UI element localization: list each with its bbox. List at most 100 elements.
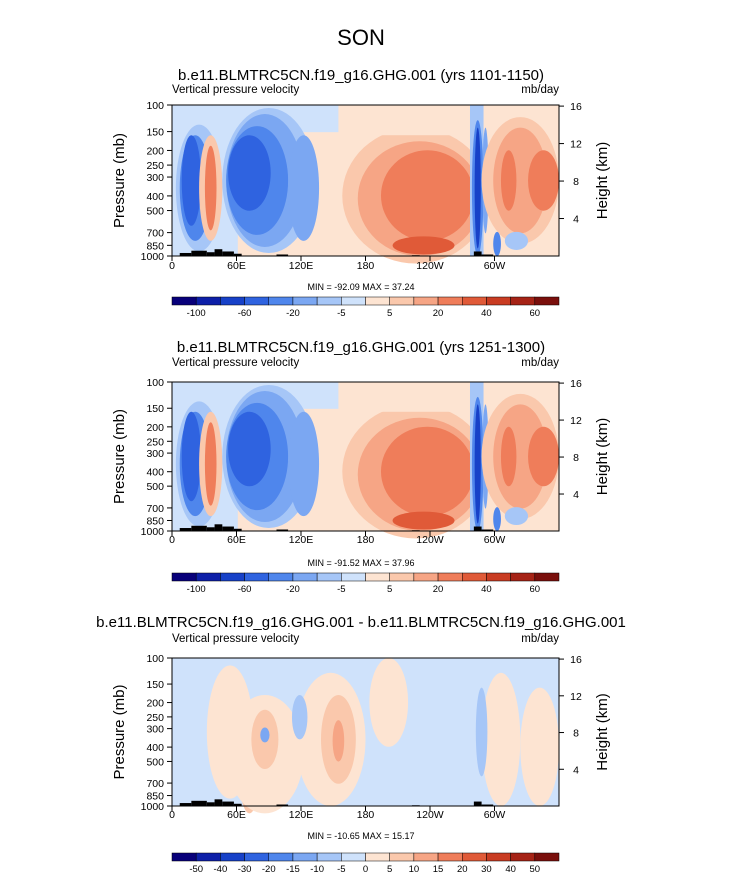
contour-region [493,231,501,256]
topography-bar [276,254,289,256]
height-tick-label: 12 [570,139,582,151]
colorbar-label: 5 [387,584,392,595]
topography-bar [214,799,223,806]
lon-tick-label: 120E [289,534,314,546]
height-tick-label: 12 [570,691,582,703]
pressure-tick-label: 200 [146,698,164,710]
topography-bar [191,250,207,256]
pressure-tick-label: 300 [146,448,164,460]
lon-tick-label: 60E [227,534,246,546]
contour-region [260,727,270,743]
height-tick-label: 8 [573,176,579,188]
pressure-tick-label: 100 [146,653,164,665]
contour-region [520,687,560,806]
colorbar-swatch [244,572,269,582]
colorbar-swatch [292,852,318,862]
colorbar-swatch [171,572,197,582]
colorbar-swatch [413,572,439,582]
colorbar-swatch [316,572,342,582]
panel-title: b.e11.BLMTRC5CN.f19_g16.GHG.001 - b.e11.… [96,614,626,631]
contour-region [528,150,560,211]
contour-region [228,411,271,487]
units-label: mb/day [521,357,559,369]
colorbar-swatch [195,296,221,306]
lon-tick-label: 0 [169,534,175,546]
colorbar-swatch [171,296,197,306]
colorbar-swatch [389,296,415,306]
colorbar-label: 10 [409,864,420,875]
contour-region [475,687,488,777]
pressure-tick-label: 700 [146,503,164,515]
topography-bar [481,804,494,806]
contour-region [181,135,202,226]
lon-tick-label: 60W [484,260,506,272]
colorbar-label: -60 [238,308,252,319]
pressure-tick-label: 200 [146,145,164,157]
contour-region [504,231,529,250]
topography-bar [276,804,289,806]
pressure-tick-label: 400 [146,467,164,479]
colorbar-swatch [510,852,536,862]
lon-tick-label: 120W [416,534,444,546]
colorbar-swatch [316,852,342,862]
lon-tick-label: 120W [416,809,444,821]
topography-bar [233,803,242,806]
contour-region [500,150,517,211]
colorbar-label: -5 [337,308,345,319]
colorbar-swatch [486,852,511,862]
units-label: mb/day [521,84,559,96]
height-tick-label: 16 [570,101,582,113]
height-tick-label: 12 [570,415,582,427]
colorbar-swatch [534,572,560,582]
contour-region [288,135,320,241]
topography-bar [233,253,242,256]
figure-title: SON [337,25,385,50]
y-axis-title: Pressure (mb) [111,684,128,779]
pressure-tick-label: 700 [146,778,164,790]
colorbar-label: -5 [337,584,345,595]
colorbar-swatch [365,296,390,306]
colorbar-label: -50 [189,864,203,875]
min-max-stats: MIN = -10.65 MAX = 15.17 [307,831,414,841]
colorbar-swatch [365,572,390,582]
colorbar-swatch [341,296,366,306]
contour-region [504,507,529,526]
pressure-tick-label: 1000 [141,251,165,263]
topography-bar [276,529,289,531]
contour-region [380,150,474,241]
contour-region [204,422,217,506]
colorbar-label: 5 [387,864,392,875]
colorbar-label: 0 [363,864,368,875]
colorbar-swatch [534,296,560,306]
topography-bar [206,802,215,806]
colorbar-swatch [341,572,366,582]
colorbar-swatch [292,572,318,582]
colorbar-label: 40 [481,584,492,595]
colorbar-swatch [534,852,560,862]
lon-tick-label: 120E [289,260,314,272]
contour-region [291,695,308,740]
pressure-tick-label: 500 [146,206,164,218]
pressure-tick-label: 250 [146,712,164,724]
pressure-tick-label: 400 [146,742,164,754]
lon-tick-label: 120W [416,260,444,272]
pressure-tick-label: 300 [146,724,164,736]
colorbar-swatch [389,852,415,862]
pressure-tick-label: 300 [146,172,164,184]
pressure-tick-label: 850 [146,240,164,252]
height-tick-label: 16 [570,378,582,390]
colorbar-label: -60 [238,584,252,595]
colorbar-swatch [268,852,294,862]
colorbar-swatch [437,296,463,306]
contour-region [481,672,521,807]
contour-region [474,404,481,524]
contour-region [380,426,474,517]
panel-title: b.e11.BLMTRC5CN.f19_g16.GHG.001 (yrs 125… [177,339,545,356]
colorbar-label: 15 [433,864,444,875]
panel-2: b.e11.BLMTRC5CN.f19_g16.GHG.001 (yrs 125… [111,339,611,595]
colorbar-label: -10 [310,864,324,875]
topography-bar [191,800,207,806]
lon-tick-label: 180 [357,809,375,821]
pressure-tick-label: 250 [146,436,164,448]
variable-label: Vertical pressure velocity [172,633,299,645]
